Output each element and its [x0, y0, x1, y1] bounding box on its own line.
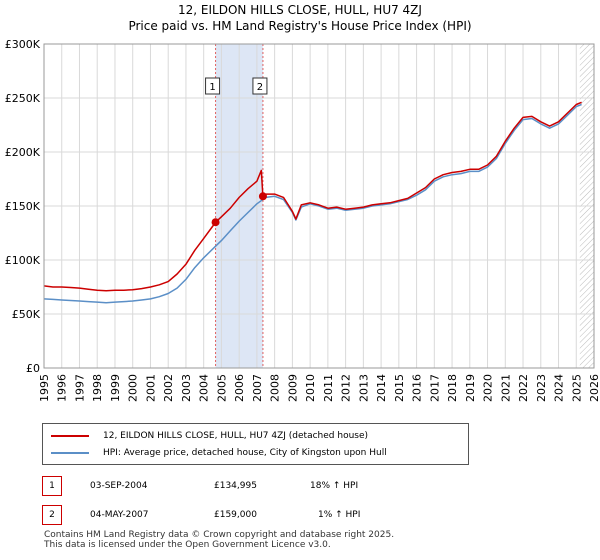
- x-tick-label: 2026: [588, 374, 600, 402]
- transaction-date: 03-SEP-2004: [90, 481, 148, 491]
- price-chart: £0 £50K £100K £150K £200K £250K £300K 1995 1996 1…: [5, 38, 600, 402]
- chart-title-line1: 12, EILDON HILLS CLOSE, HULL, HU7 4ZJ: [178, 3, 422, 17]
- x-tick-label: 2003: [180, 374, 193, 402]
- series-line-property: [43, 101, 582, 292]
- x-tick-label: 2010: [304, 374, 317, 402]
- transaction-price: £159,000: [214, 510, 257, 520]
- x-tick-label: 2016: [411, 374, 424, 402]
- y-tick-label: £200K: [5, 146, 41, 159]
- y-tick-label: £50K: [12, 308, 41, 321]
- x-tick-label: 2006: [233, 374, 246, 402]
- marker-box-label-2: 2: [257, 82, 263, 93]
- transaction-price: £134,995: [214, 481, 257, 491]
- x-tick-label: 2022: [517, 374, 530, 402]
- x-tick-label: 2020: [482, 374, 495, 402]
- transaction-badge: 2: [42, 505, 62, 525]
- x-tick-label: 2005: [215, 374, 228, 402]
- x-tick-label: 2021: [499, 374, 512, 402]
- y-tick-label: £100K: [5, 254, 41, 267]
- marker-box-1: [205, 77, 221, 95]
- footer-line-2: This data is licensed under the Open Gov…: [44, 540, 331, 550]
- x-tick-label: 2024: [553, 374, 566, 402]
- x-tick-label: 2014: [375, 374, 388, 402]
- transaction-badge: 1: [42, 476, 62, 496]
- x-tick-label: 2013: [357, 374, 370, 402]
- footer-line-1: Contains HM Land Registry data © Crown c…: [44, 530, 395, 540]
- x-tick-label: 1995: [38, 374, 51, 402]
- footer-notice: Contains HM Land Registry data © Crown c…: [44, 530, 394, 550]
- y-tick-label: £150K: [5, 200, 41, 213]
- x-tick-label: 2015: [393, 374, 406, 402]
- x-tick-label: 2023: [535, 374, 548, 402]
- x-tick-label: 2001: [144, 374, 157, 402]
- legend-swatch-hpi: [51, 452, 89, 454]
- x-tick-label: 2011: [322, 374, 335, 402]
- x-tick-label: 1996: [56, 374, 69, 402]
- transaction-hpi-diff: 18% ↑ HPI: [310, 481, 359, 491]
- x-tick-label: 2008: [269, 374, 282, 402]
- chart-legend: 12, EILDON HILLS CLOSE, HULL, HU7 4ZJ (d…: [42, 423, 469, 465]
- x-tick-label: 2019: [464, 374, 477, 402]
- legend-label-hpi: HPI: Average price, detached house, City…: [103, 448, 387, 458]
- chart-title-line2: Price paid vs. HM Land Registry's House …: [128, 19, 472, 33]
- transaction-date: 04-MAY-2007: [90, 510, 149, 520]
- x-tick-label: 1999: [109, 374, 122, 402]
- x-tick-label: 1997: [73, 374, 86, 402]
- plot-frame: [43, 43, 595, 369]
- x-tick-label: 2000: [127, 374, 140, 402]
- y-tick-label: £300K: [5, 38, 41, 51]
- x-tick-label: 2017: [428, 374, 441, 402]
- sale-point-1: [211, 218, 220, 227]
- legend-swatch-property: [51, 435, 89, 437]
- x-tick-label: 2025: [570, 374, 583, 402]
- x-tick-label: 2012: [340, 374, 353, 402]
- y-tick-label: £250K: [5, 92, 41, 105]
- x-tick-label: 1998: [91, 374, 104, 402]
- sale-point-2: [258, 192, 267, 201]
- x-tick-label: 2002: [162, 374, 175, 402]
- x-tick-label: 2007: [251, 374, 264, 402]
- x-tick-label: 2004: [198, 374, 211, 402]
- y-tick-label: £0: [26, 362, 40, 375]
- marker-box-2: [252, 77, 268, 95]
- transaction-hpi-diff: 1% ↑ HPI: [318, 510, 361, 520]
- marker-box-label-1: 1: [209, 82, 215, 93]
- series-line-hpi: [43, 103, 582, 304]
- x-tick-label: 2009: [286, 374, 299, 402]
- legend-label-property: 12, EILDON HILLS CLOSE, HULL, HU7 4ZJ (d…: [103, 431, 369, 441]
- x-tick-label: 2018: [446, 374, 459, 402]
